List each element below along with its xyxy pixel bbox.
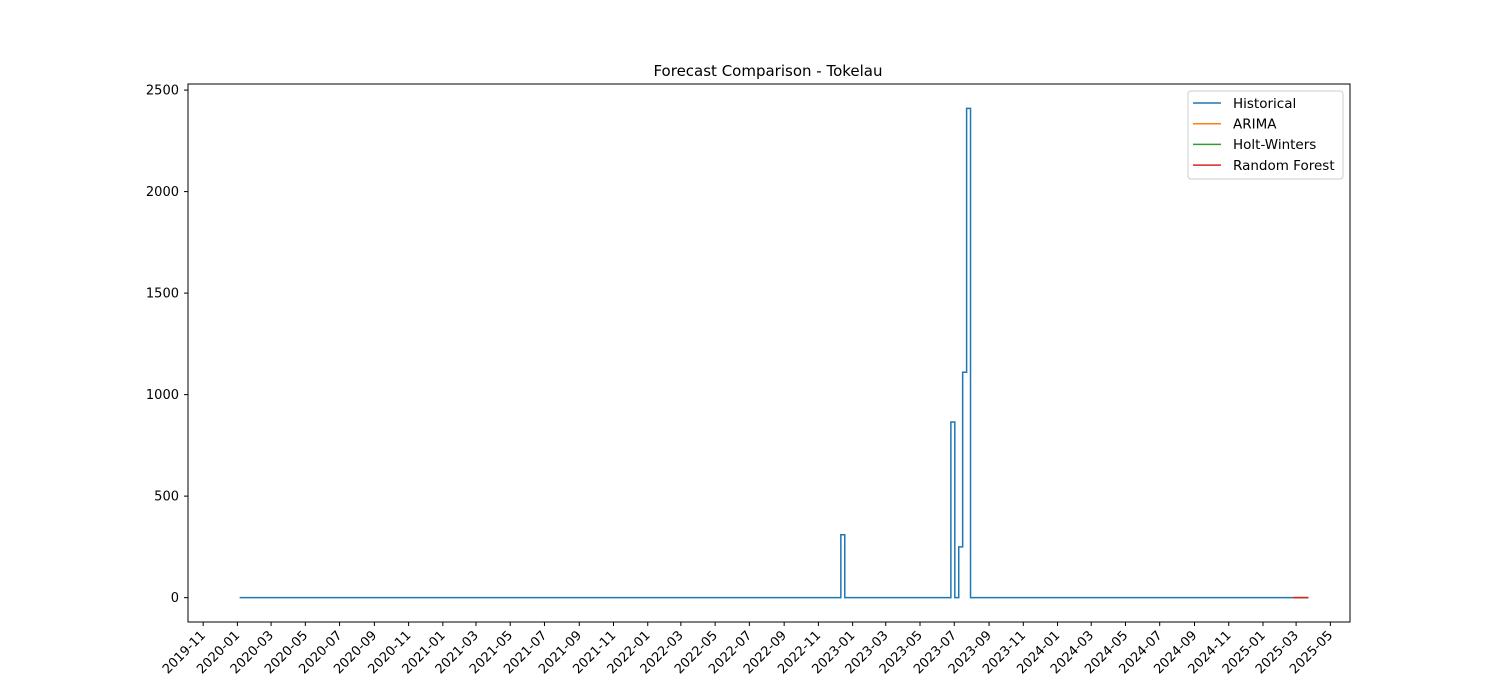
y-tick-label: 0 xyxy=(171,591,179,606)
x-axis: 2019-112020-012020-032020-052020-072020-… xyxy=(160,622,1336,677)
y-tick-label: 2500 xyxy=(146,84,179,99)
y-tick-label: 500 xyxy=(154,490,179,505)
chart-title: Forecast Comparison - Tokelau xyxy=(653,62,882,80)
legend[interactable]: Historical ARIMA Holt-Winters Random Forest xyxy=(1187,90,1344,180)
legend-label: Historical xyxy=(1233,96,1296,112)
legend-item-random-forest[interactable]: Random Forest xyxy=(1193,158,1335,174)
y-tick-label: 1000 xyxy=(146,388,179,403)
legend-label: ARIMA xyxy=(1233,117,1277,133)
legend-item-holt-winters[interactable]: Holt-Winters xyxy=(1193,137,1316,153)
plot-area xyxy=(187,83,1351,623)
legend-item-arima[interactable]: ARIMA xyxy=(1193,117,1277,133)
legend-label: Random Forest xyxy=(1233,158,1335,174)
legend-label: Holt-Winters xyxy=(1233,137,1316,153)
legend-item-historical[interactable]: Historical xyxy=(1193,96,1296,112)
y-tick-label: 1500 xyxy=(146,287,179,302)
y-axis: 0 500 1000 1500 2000 2500 xyxy=(146,84,188,606)
series-line-historical xyxy=(239,107,1293,599)
legend-box xyxy=(1187,90,1344,180)
y-tick-label: 2000 xyxy=(146,185,179,200)
series-layer xyxy=(239,107,1309,599)
